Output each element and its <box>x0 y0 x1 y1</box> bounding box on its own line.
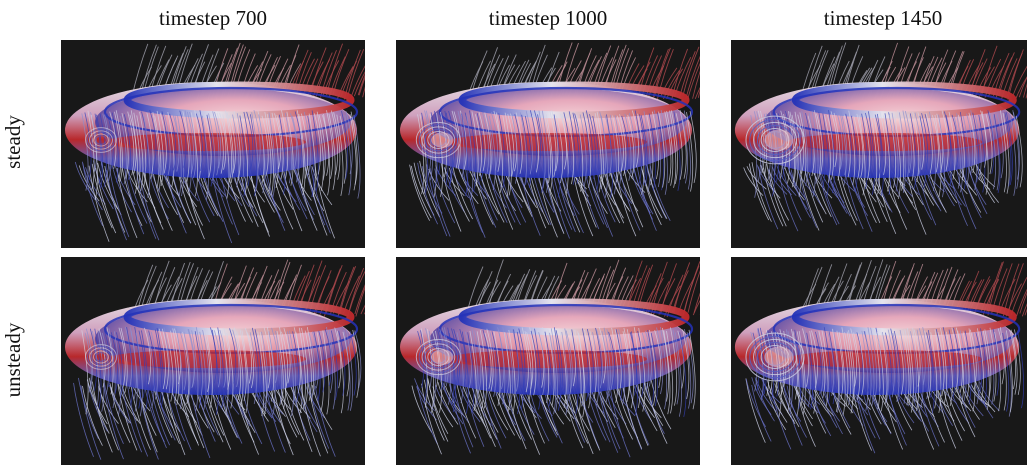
flow-visualization-image <box>396 40 700 248</box>
panel-steady-timestep-700 <box>61 40 365 248</box>
row-label-steady: steady <box>1 115 25 169</box>
flow-visualization-image <box>731 257 1027 465</box>
panel-steady-timestep-1000 <box>396 40 700 248</box>
flow-visualization-image <box>396 257 700 465</box>
flow-visualization-image <box>731 40 1027 248</box>
row-label-unsteady: unsteady <box>1 322 25 398</box>
panel-steady-timestep-1450 <box>731 40 1027 248</box>
panel-unsteady-timestep-1450 <box>731 257 1027 465</box>
column-header-timestep-700: timestep 700 <box>159 6 267 30</box>
column-header-timestep-1450: timestep 1450 <box>823 6 943 30</box>
panel-unsteady-timestep-1000 <box>396 257 700 465</box>
panel-unsteady-timestep-700 <box>61 257 365 465</box>
flow-visualization-image <box>61 257 365 465</box>
flow-visualization-image <box>61 40 365 248</box>
column-header-timestep-1000: timestep 1000 <box>488 6 608 30</box>
